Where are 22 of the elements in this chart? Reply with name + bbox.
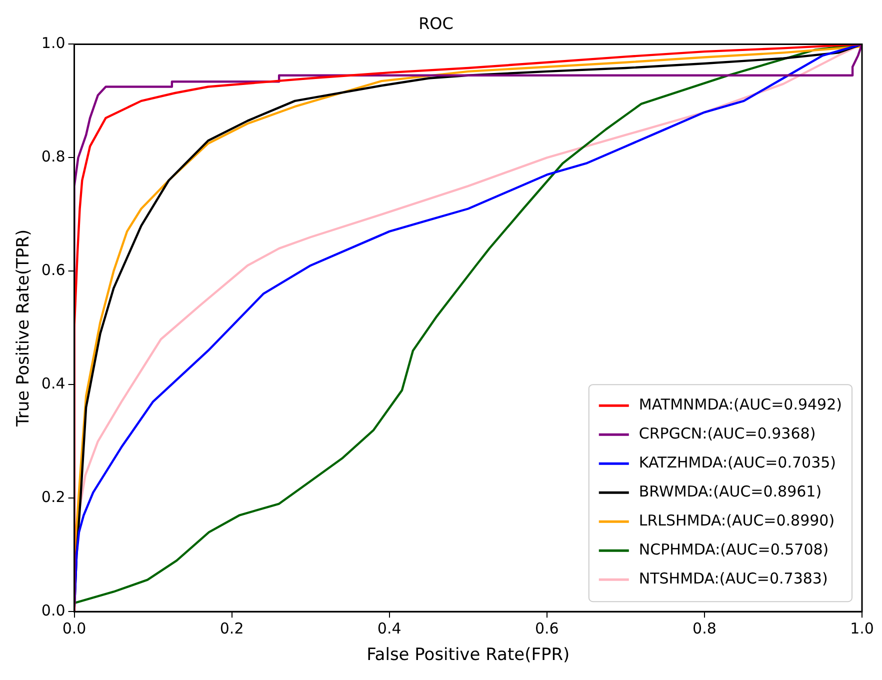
legend-label: BRWMDA:(AUC=0.8961) [638, 482, 822, 500]
y-tick-label: 0.8 [41, 148, 66, 166]
legend-label: MATMNMDA:(AUC=0.9492) [638, 395, 842, 414]
y-tick-label: 0.2 [41, 488, 66, 506]
y-tick-label: 1.0 [41, 34, 66, 52]
x-axis-title: False Positive Rate(FPR) [366, 645, 570, 666]
legend-label: CRPGCN:(AUC=0.9368) [638, 424, 816, 442]
y-axis-title: True Positive Rate(TPR) [14, 229, 34, 428]
x-tick-label: 0.0 [62, 619, 86, 638]
x-tick-label: 1.0 [850, 619, 874, 638]
x-tick-label: 0.4 [377, 619, 402, 638]
x-tick-label: 0.6 [534, 619, 559, 638]
y-tick-label: 0.0 [41, 601, 66, 620]
y-tick-label: 0.4 [41, 374, 66, 393]
chart-title: ROC [418, 14, 454, 33]
legend-label: NCPHMDA:(AUC=0.5708) [638, 540, 829, 558]
legend-label: KATZHMDA:(AUC=0.7035) [638, 453, 836, 472]
x-tick-label: 0.2 [220, 619, 244, 638]
legend-label: NTSHMDA:(AUC=0.7383) [638, 569, 828, 588]
legend-label: LRLSHMDA:(AUC=0.8990) [638, 511, 835, 530]
y-tick-label: 0.6 [41, 261, 66, 280]
x-tick-label: 0.8 [692, 619, 716, 638]
